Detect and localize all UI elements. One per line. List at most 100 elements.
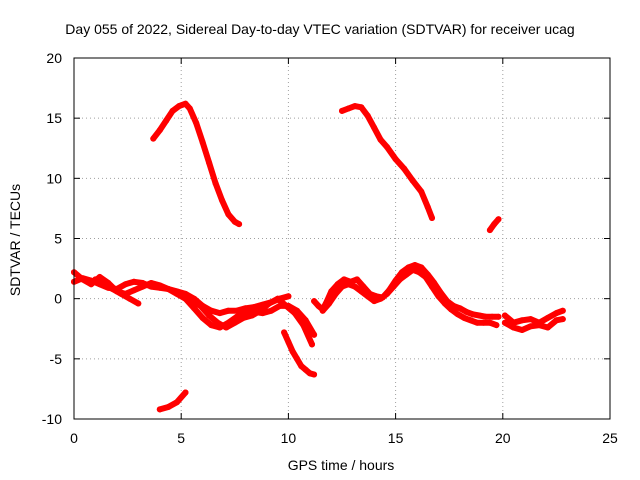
data-point xyxy=(92,276,99,283)
data-point xyxy=(364,112,371,119)
data-point xyxy=(206,312,213,319)
data-point xyxy=(156,282,163,289)
data-point xyxy=(536,319,543,326)
data-point xyxy=(285,293,292,300)
data-point xyxy=(544,314,551,321)
data-point xyxy=(396,276,403,283)
data-point xyxy=(392,156,399,163)
data-point xyxy=(486,227,493,234)
series-line xyxy=(156,389,189,413)
series-band-e xyxy=(281,329,318,378)
data-point xyxy=(186,105,193,112)
data-point xyxy=(489,313,496,320)
data-point xyxy=(199,139,206,146)
data-point xyxy=(281,329,288,336)
data-point xyxy=(218,197,225,203)
data-point xyxy=(384,144,390,150)
data-point xyxy=(416,269,423,276)
data-point xyxy=(429,283,435,290)
x-tick-label: 25 xyxy=(602,430,618,446)
data-point xyxy=(101,281,107,288)
data-point xyxy=(469,311,476,318)
data-point xyxy=(456,305,463,312)
data-point xyxy=(559,316,566,323)
data-point xyxy=(225,307,232,314)
data-point xyxy=(510,319,517,326)
data-point xyxy=(176,103,183,110)
data-point xyxy=(156,406,163,413)
data-point xyxy=(315,302,322,309)
axis-ticks xyxy=(73,57,611,420)
data-point xyxy=(139,283,146,290)
data-point xyxy=(216,310,223,317)
x-tick-label: 0 xyxy=(70,430,78,446)
y-tick-label: 10 xyxy=(46,170,62,186)
y-axis-label: SDTVAR / TECUs xyxy=(7,184,23,296)
data-point xyxy=(165,286,172,292)
data-point xyxy=(422,274,429,280)
data-point xyxy=(371,298,378,305)
data-point xyxy=(236,221,243,228)
data-point xyxy=(242,305,249,312)
data-point xyxy=(401,165,408,172)
data-point xyxy=(411,262,418,268)
data-point xyxy=(461,314,468,321)
data-point xyxy=(474,319,481,326)
data-point xyxy=(163,117,170,124)
data-point xyxy=(197,302,204,309)
data-point xyxy=(454,311,461,318)
data-point xyxy=(358,104,365,111)
data-point xyxy=(495,313,502,320)
data-point xyxy=(150,135,157,142)
data-point xyxy=(527,323,534,330)
data-point xyxy=(358,288,365,295)
data-point xyxy=(501,319,508,326)
data-point xyxy=(418,188,425,195)
data-point xyxy=(377,136,384,143)
data-point xyxy=(486,319,493,326)
data-point xyxy=(429,215,435,221)
data-point xyxy=(131,287,137,294)
data-point xyxy=(390,283,397,290)
data-point xyxy=(311,298,318,305)
series-band-c xyxy=(92,276,142,307)
data-point xyxy=(360,283,367,290)
data-point xyxy=(182,100,189,107)
grid xyxy=(74,58,610,419)
data-point xyxy=(199,314,206,321)
data-point xyxy=(553,310,560,317)
y-tick-label: -5 xyxy=(50,351,63,367)
data-point xyxy=(319,307,326,314)
series-band-g xyxy=(319,266,500,329)
series-arc-4 xyxy=(156,389,189,413)
data-point xyxy=(384,290,390,297)
data-point xyxy=(519,317,526,324)
data-point xyxy=(354,276,360,283)
data-point xyxy=(351,103,358,110)
data-point xyxy=(302,366,309,373)
data-point xyxy=(326,300,333,307)
data-point xyxy=(231,319,238,326)
data-point xyxy=(467,317,474,324)
data-point xyxy=(79,276,86,283)
data-point xyxy=(332,290,339,297)
data-point xyxy=(311,371,318,378)
data-point xyxy=(266,300,273,307)
series-arc-2 xyxy=(339,103,435,221)
data-point xyxy=(294,355,300,362)
data-point xyxy=(482,313,489,320)
data-point xyxy=(345,105,352,112)
data-point xyxy=(169,107,176,114)
chart-title: Day 055 of 2022, Sidereal Day-to-day VTE… xyxy=(65,21,574,37)
data-point xyxy=(251,304,258,311)
data-point xyxy=(493,322,500,329)
data-point xyxy=(371,124,378,131)
data-point xyxy=(173,290,180,297)
data-point xyxy=(285,339,292,345)
data-point xyxy=(519,327,526,333)
data-point xyxy=(527,316,534,323)
data-point xyxy=(501,312,508,319)
data-point xyxy=(214,319,221,326)
plot-series xyxy=(71,100,566,413)
